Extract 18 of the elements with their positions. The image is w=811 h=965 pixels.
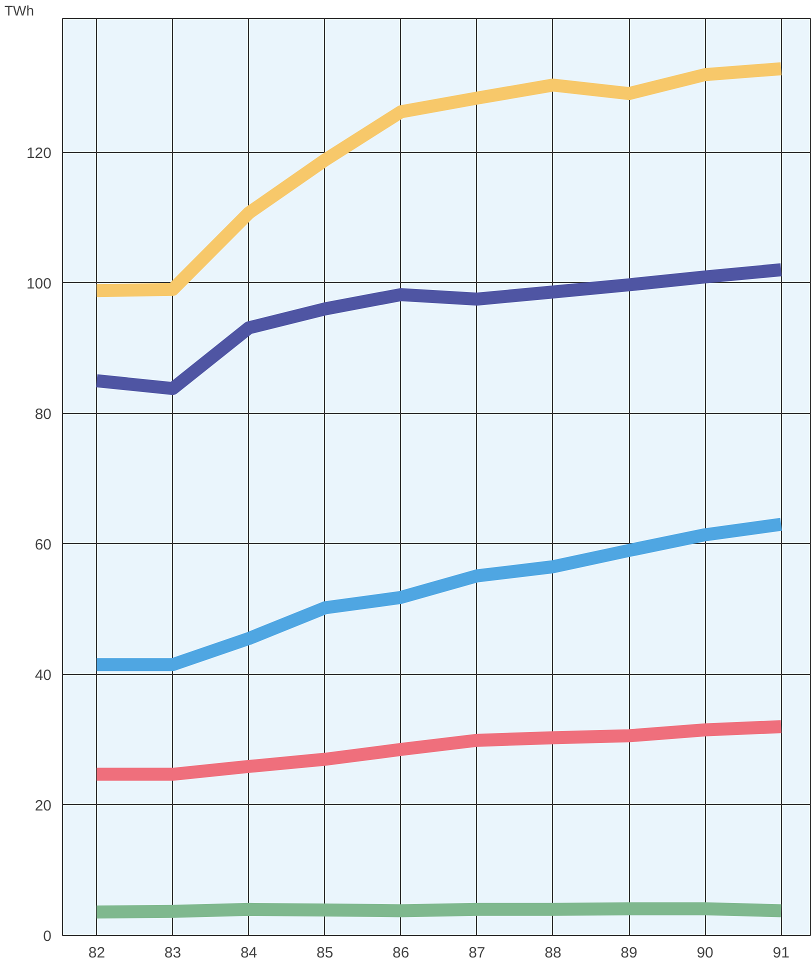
x-tick-label: 85	[316, 944, 334, 962]
y-tick-label: 40	[34, 666, 52, 684]
y-axis-title: TWh	[4, 2, 34, 18]
x-tick-label: 82	[88, 944, 106, 962]
y-tick-label: 120	[26, 144, 52, 162]
x-tick-label: 83	[164, 944, 182, 962]
x-tick-label: 89	[620, 944, 638, 962]
x-tick-label: 91	[772, 944, 790, 962]
y-tick-label: 0	[43, 928, 52, 945]
x-tick-label: 90	[696, 944, 714, 962]
y-tick-label: 20	[34, 797, 52, 814]
x-tick-label: 87	[468, 944, 486, 962]
x-tick-label: 88	[544, 944, 562, 962]
y-tick-label: 80	[34, 406, 52, 423]
y-tick-label: 60	[34, 536, 52, 554]
x-tick-label: 86	[392, 944, 410, 962]
y-tick-label: 100	[26, 275, 52, 292]
x-tick-label: 84	[240, 944, 258, 962]
